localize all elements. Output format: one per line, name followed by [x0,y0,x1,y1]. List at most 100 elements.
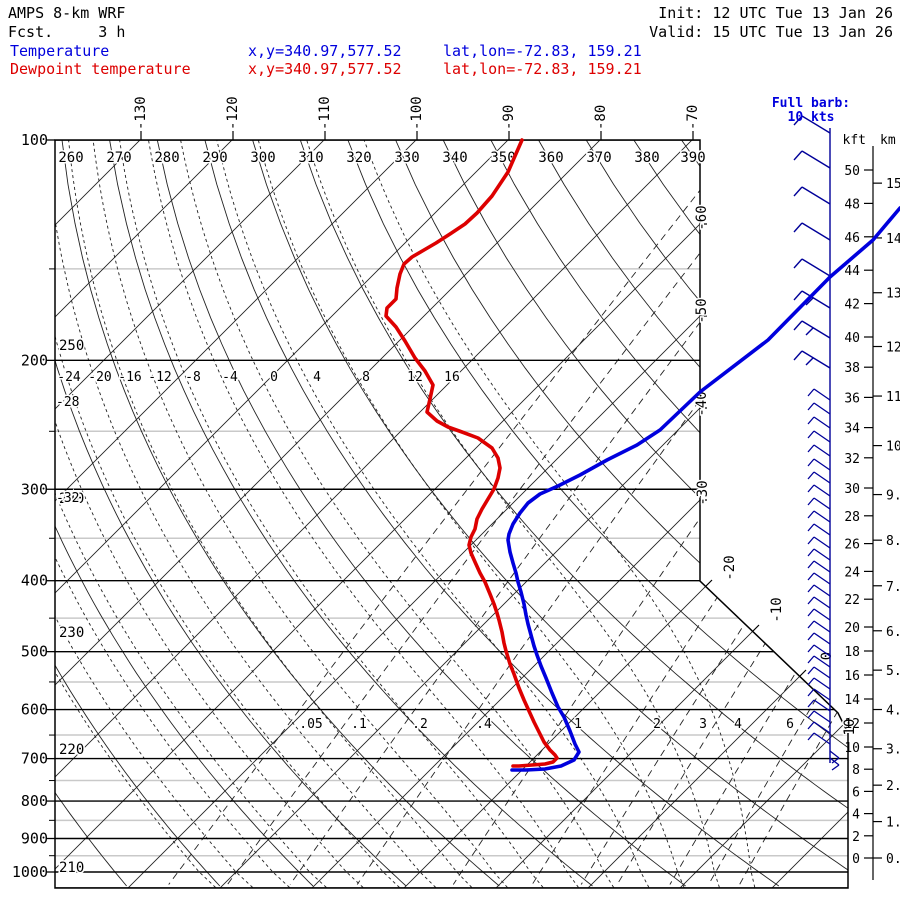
svg-text:11.: 11. [886,390,900,405]
svg-text:310: 310 [298,150,323,166]
temperature-latlon: lat,lon=-72.83, 159.21 [443,42,642,60]
svg-text:360: 360 [538,150,563,166]
svg-text:1000: 1000 [12,863,48,881]
svg-text:-28: -28 [56,395,79,410]
wind-legend-line2: 10 kts [788,110,835,125]
svg-text:-90: -90 [501,105,517,130]
svg-text:220: 220 [59,742,84,758]
svg-text:36: 36 [844,391,860,406]
svg-text:-50: -50 [694,298,710,323]
svg-text:12: 12 [407,370,423,385]
wind-barb-column [793,115,840,771]
svg-text:350: 350 [490,150,515,166]
temperature-xy: x,y=340.97,577.52 [248,42,402,60]
svg-text:9.: 9. [886,489,900,504]
svg-text:500: 500 [21,643,48,661]
svg-text:26: 26 [844,538,860,553]
svg-text:2.: 2. [886,779,900,794]
forecast-hour: Fcst. 3 h [8,23,126,41]
svg-text:800: 800 [21,792,48,810]
svg-text:330: 330 [394,150,419,166]
svg-text:260: 260 [58,150,83,166]
svg-text:3: 3 [699,717,707,732]
svg-text:20: 20 [844,621,860,636]
svg-text:.4: .4 [476,717,492,732]
svg-text:2: 2 [653,717,661,732]
svg-text:400: 400 [21,572,48,590]
svg-text:12.: 12. [886,341,900,356]
svg-text:210: 210 [59,860,84,876]
svg-text:-130: -130 [133,96,149,130]
valid-time: Valid: 15 UTC Tue 13 Jan 26 [649,23,893,41]
dewpoint-latlon: lat,lon=-72.83, 159.21 [443,60,642,78]
svg-text:0: 0 [852,852,860,867]
plot-frame [54,139,849,889]
dewpoint-xy: x,y=340.97,577.52 [248,60,402,78]
svg-text:600: 600 [21,701,48,719]
svg-text:kft: kft [843,133,866,148]
svg-text:8.: 8. [886,534,900,549]
svg-text:15.: 15. [886,177,900,192]
svg-text:-120: -120 [225,96,241,130]
svg-text:7.: 7. [886,580,900,595]
svg-text:4: 4 [734,717,742,732]
svg-text:8: 8 [362,370,370,385]
svg-text:42: 42 [844,298,860,313]
svg-text:-60: -60 [694,205,710,230]
svg-text:48: 48 [844,197,860,212]
model-title: AMPS 8-km WRF [8,4,126,22]
svg-text:30: 30 [844,482,860,497]
svg-text:46: 46 [844,231,860,246]
svg-text:24: 24 [844,565,860,580]
svg-text:280: 280 [154,150,179,166]
svg-text:16: 16 [844,669,860,684]
svg-text:14.: 14. [886,232,900,247]
grid-lines [55,140,848,888]
temperature-legend-label: Temperature [10,42,110,60]
dewpoint-curve [384,138,559,768]
svg-text:38: 38 [844,361,860,376]
svg-text:-20: -20 [88,370,111,385]
svg-text:5.: 5. [886,664,900,679]
svg-text:10.: 10. [886,440,900,455]
svg-text:10: 10 [844,741,860,756]
svg-text:2: 2 [852,830,860,845]
svg-text:-8: -8 [185,370,201,385]
init-time: Init: 12 UTC Tue 13 Jan 26 [658,4,893,22]
svg-text:100: 100 [21,131,48,149]
svg-text:4.: 4. [886,704,900,719]
svg-text:1.: 1. [886,816,900,831]
wind-legend-line1: Full barb: [772,96,850,111]
svg-text:-24: -24 [57,370,81,385]
svg-text:4: 4 [313,370,321,385]
svg-text:22: 22 [844,593,860,608]
svg-text:230: 230 [59,625,84,641]
svg-text:km: km [880,133,896,148]
svg-text:-110: -110 [317,96,333,130]
svg-text:320: 320 [346,150,371,166]
svg-text:0.: 0. [886,852,900,867]
svg-text:300: 300 [21,480,48,498]
svg-text:370: 370 [586,150,611,166]
svg-text:380: 380 [634,150,659,166]
svg-text:-16: -16 [118,370,141,385]
svg-text:300: 300 [250,150,275,166]
svg-text:-20: -20 [722,555,738,580]
svg-text:340: 340 [442,150,467,166]
svg-text:-80: -80 [593,105,609,130]
svg-text:3.: 3. [886,743,900,758]
svg-text:290: 290 [202,150,227,166]
svg-text:-70: -70 [685,105,701,130]
svg-text:250: 250 [59,338,84,354]
svg-text:-10: -10 [769,597,785,622]
svg-text:.1: .1 [351,717,367,732]
svg-text:6: 6 [852,785,860,800]
svg-text:0: 0 [819,652,835,660]
svg-text:6: 6 [786,717,794,732]
svg-text:50: 50 [844,164,860,179]
dewpoint-legend-label: Dewpoint temperature [10,60,191,78]
svg-text:14: 14 [844,693,860,708]
svg-text:18: 18 [844,645,860,660]
svg-text:12: 12 [844,717,860,732]
